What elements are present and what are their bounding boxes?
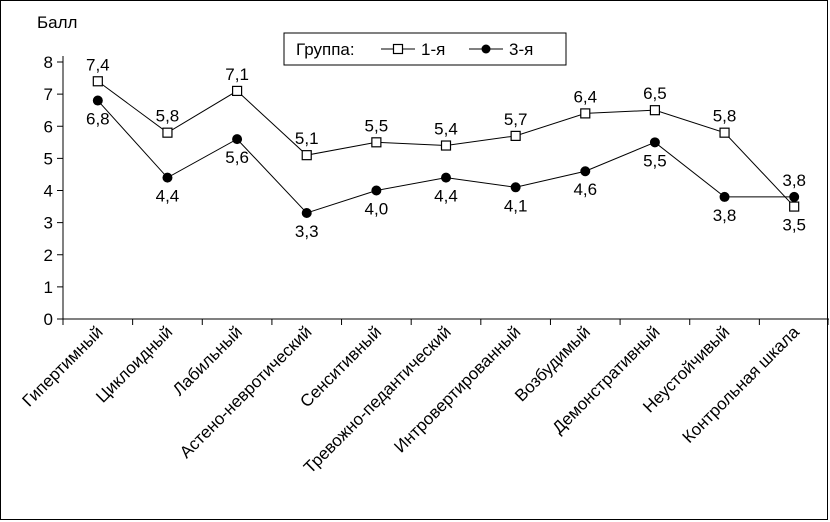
x-category-label: Контрольная шкала	[679, 322, 804, 447]
y-tick-label: 5	[44, 149, 53, 168]
data-label-series-2: 5,6	[225, 148, 249, 167]
series-2-point	[92, 95, 103, 106]
data-label-series-1: 6,5	[643, 84, 667, 103]
series-2-point	[510, 182, 521, 193]
data-label-series-1: 6,4	[573, 87, 597, 106]
series-2-point	[162, 172, 173, 183]
legend-label-1: 1-я	[421, 40, 445, 59]
y-axis-label: Балл	[37, 13, 77, 32]
series-1-point	[162, 127, 173, 138]
x-category-label: Гипертимный	[19, 322, 107, 410]
x-category-label: Интровертированный	[390, 322, 524, 456]
data-label-series-1: 5,8	[156, 107, 180, 126]
axes: Балл012345678ГипертимныйЦиклоидныйЛабиль…	[19, 13, 829, 477]
series-1-point	[649, 105, 661, 116]
series-1-point	[371, 137, 382, 148]
x-category-label: Тревожно-педантический	[300, 322, 455, 477]
y-tick-label: 1	[44, 278, 53, 297]
y-tick-label: 8	[44, 53, 53, 72]
data-label-series-1: 7,4	[86, 55, 110, 74]
y-tick-label: 3	[44, 214, 53, 233]
data-label-series-2: 4,0	[365, 200, 389, 219]
y-tick-label: 6	[44, 117, 53, 136]
series-markers	[92, 76, 800, 218]
data-label-series-1: 5,4	[434, 120, 458, 139]
data-label-series-1: 5,8	[713, 107, 737, 126]
legend: Группа: 1-я 3-я	[283, 32, 567, 66]
legend-marker-1	[392, 43, 404, 55]
legend-title: Группа:	[296, 40, 355, 59]
y-tick-label: 7	[44, 85, 53, 104]
data-label-series-2: 3,8	[782, 171, 806, 190]
data-label-series-1: 7,1	[225, 65, 249, 84]
series-2-point	[232, 134, 243, 145]
legend-box	[283, 32, 567, 66]
data-label-series-2: 5,5	[643, 151, 667, 170]
series-2-point	[301, 207, 312, 218]
series-1-point	[231, 85, 243, 97]
y-tick-label: 0	[44, 310, 53, 329]
series-2-point	[371, 185, 382, 196]
data-label-series-1: 5,7	[504, 110, 528, 129]
series-2-point	[719, 191, 730, 202]
data-label-series-1: 5,5	[365, 116, 389, 135]
data-labels: 7,4 6,8 5,8 4,4 7,1 5,6 5,1 3,3 5,5 4,0 5,4 4,4 5,7 4…	[86, 55, 806, 241]
data-label-series-2: 4,6	[573, 180, 597, 199]
series-1-point	[510, 130, 521, 141]
x-category-label: Лабильный	[169, 322, 246, 399]
data-label-series-2: 4,1	[504, 196, 528, 215]
series-1-point	[789, 201, 800, 212]
data-label-series-1: 3,5	[782, 216, 806, 235]
data-label-series-2: 3,3	[295, 222, 319, 241]
series-2-point	[649, 137, 660, 148]
series-2-point	[441, 172, 451, 183]
data-label-series-1: 5,1	[295, 129, 319, 148]
series-2-point	[580, 166, 591, 177]
series-1-point	[440, 140, 452, 151]
x-category-label: Астено-невротический	[176, 322, 316, 462]
data-label-series-2: 6,8	[86, 110, 110, 129]
y-tick-label: 2	[44, 246, 53, 265]
data-label-series-2: 4,4	[434, 187, 458, 206]
series-1-point	[719, 127, 730, 138]
legend-marker-2	[481, 44, 491, 54]
series-1-point	[580, 108, 591, 119]
data-label-series-2: 4,4	[156, 187, 180, 206]
series-1-point	[301, 150, 312, 161]
series-1-point	[92, 76, 103, 87]
series-2-point	[789, 191, 800, 202]
data-label-series-2: 3,8	[713, 206, 737, 225]
legend-label-2: 3-я	[509, 40, 533, 59]
y-tick-label: 4	[44, 182, 53, 201]
